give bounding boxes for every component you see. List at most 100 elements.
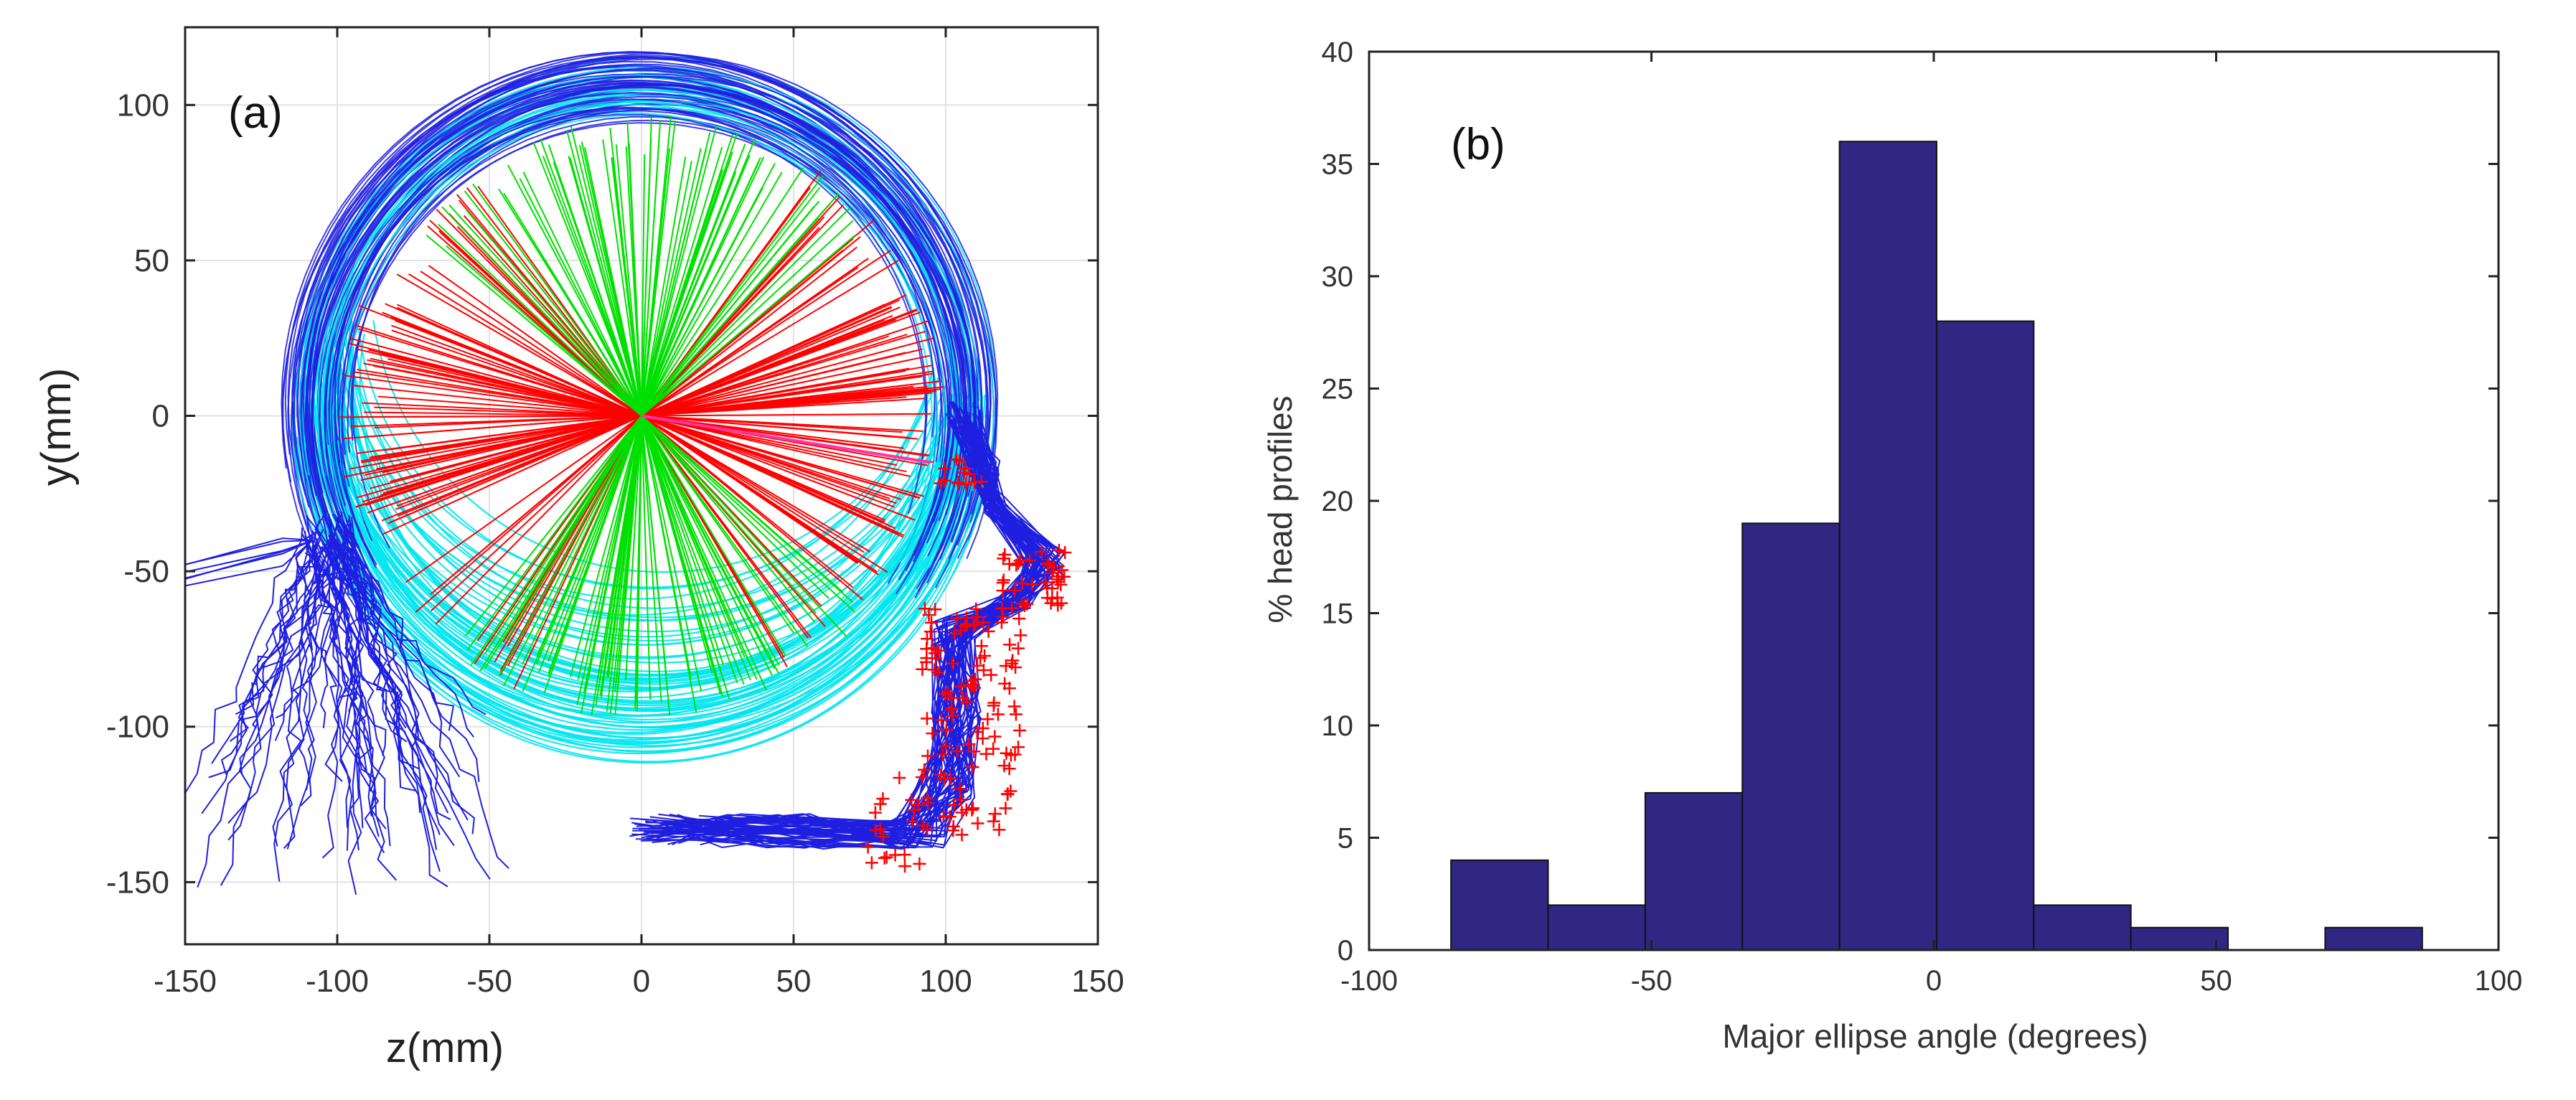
- head-contour-arc: [284, 51, 983, 497]
- face-marker: [999, 659, 1012, 672]
- face-marker: [936, 748, 949, 761]
- face-marker: [998, 677, 1012, 690]
- face-marker: [946, 819, 960, 833]
- radial-ray: [641, 415, 738, 684]
- radial-ray: [369, 415, 642, 459]
- panel-b-x-axis-label: Major ellipse angle (degrees): [1722, 1017, 2148, 1055]
- neck-strand: [286, 545, 334, 850]
- face-marker: [1006, 654, 1020, 667]
- radial-ray: [641, 334, 908, 417]
- neck-strand: [304, 552, 387, 756]
- radial-ray: [342, 374, 642, 417]
- back-contour-arc: [328, 375, 966, 720]
- face-marker: [1056, 563, 1069, 577]
- face-marker: [898, 848, 911, 862]
- radial-ray: [441, 206, 642, 417]
- face-marker: [1013, 724, 1027, 738]
- radial-ray: [609, 128, 642, 416]
- radial-ray: [506, 415, 642, 641]
- radial-ray: [641, 415, 855, 613]
- neck-strand: [311, 520, 353, 851]
- face-marker: [869, 824, 883, 837]
- face-marker: [880, 850, 893, 864]
- radial-ray: [521, 415, 642, 665]
- radial-ray: [466, 415, 642, 651]
- head-contour-arc: [320, 111, 933, 477]
- head-contour-arc: [282, 64, 977, 542]
- face-marker: [1013, 554, 1027, 568]
- radial-ray: [376, 415, 642, 499]
- face-marker: [981, 713, 995, 726]
- radial-ray: [536, 415, 642, 657]
- back-contour-arc: [351, 346, 959, 689]
- face-marker: [1004, 748, 1017, 762]
- neck-strand: [342, 553, 509, 869]
- radial-ray: [641, 220, 854, 417]
- face-marker: [967, 802, 980, 815]
- panel-b-tick-marks: [1368, 50, 2500, 951]
- radial-ray: [532, 142, 642, 416]
- neck-strand: [351, 531, 455, 847]
- radial-ray: [466, 210, 642, 417]
- radial-ray: [405, 415, 642, 583]
- radial-ray: [641, 365, 932, 417]
- radial-rays: [337, 116, 944, 715]
- neck-strand: [328, 514, 469, 821]
- face-marker: [950, 611, 964, 625]
- radial-ray: [391, 324, 642, 417]
- radial-ray: [426, 234, 642, 417]
- histogram-bar: [1450, 859, 1549, 951]
- face-marker: [1035, 545, 1048, 559]
- panel-b-x-tick-label: 50: [2200, 965, 2232, 997]
- neck-strand: [321, 537, 347, 859]
- radial-ray: [448, 205, 642, 417]
- face-marker: [876, 830, 890, 844]
- neck-strand: [211, 532, 346, 764]
- panel-b-y-tick-label: 20: [1322, 486, 1354, 517]
- radial-ray: [577, 415, 642, 680]
- radial-ray: [374, 415, 642, 428]
- radial-ray: [641, 415, 918, 440]
- radial-ray: [641, 250, 891, 417]
- face-markers: [861, 453, 1072, 873]
- panel-a-y-tick-label: 50: [134, 243, 169, 278]
- face-marker: [938, 474, 951, 487]
- face-marker: [906, 814, 919, 828]
- radial-ray: [438, 415, 642, 588]
- radial-ray: [408, 273, 642, 417]
- radial-ray: [464, 190, 642, 417]
- neck-strand: [336, 512, 385, 792]
- face-marker: [941, 686, 955, 700]
- radial-ray: [349, 337, 642, 417]
- panel-a-y-axis-label: y(mm): [33, 368, 80, 486]
- face-marker: [918, 602, 931, 616]
- face-marker: [970, 659, 984, 672]
- face-marker: [1050, 573, 1063, 586]
- face-marker: [934, 713, 948, 727]
- panel-a-x-axis-label: z(mm): [386, 1025, 504, 1071]
- head-contour-arc: [311, 86, 961, 496]
- face-marker: [911, 799, 925, 812]
- neck-strand: [343, 522, 408, 743]
- panel-b-x-tick-label: 100: [2475, 965, 2523, 997]
- head-contour-arc: [326, 104, 936, 521]
- radial-ray: [641, 415, 767, 691]
- radial-ray: [484, 415, 642, 655]
- radial-ray: [641, 415, 844, 593]
- panel-a-head-profiles: -150 -100 -50 0 50 100 150 -150 -100 -50 0 50 100 z…: [33, 26, 1124, 1071]
- face-marker: [962, 738, 976, 751]
- face-marker: [913, 857, 926, 870]
- radial-ray: [583, 415, 642, 693]
- radial-ray: [641, 133, 734, 416]
- panel-a-x-tick-label: -150: [154, 964, 217, 999]
- radial-ray: [437, 223, 642, 417]
- face-marker: [1007, 700, 1021, 713]
- radial-ray: [641, 148, 702, 416]
- radial-ray: [641, 385, 914, 417]
- face-marker: [931, 666, 945, 680]
- radial-ray: [641, 415, 923, 432]
- radial-ray: [370, 415, 642, 489]
- head-contour-arc: [341, 122, 944, 468]
- back-contour-arc: [352, 368, 947, 677]
- panel-b-x-tick-labels: -100 -50 0 50 100: [1340, 965, 2522, 997]
